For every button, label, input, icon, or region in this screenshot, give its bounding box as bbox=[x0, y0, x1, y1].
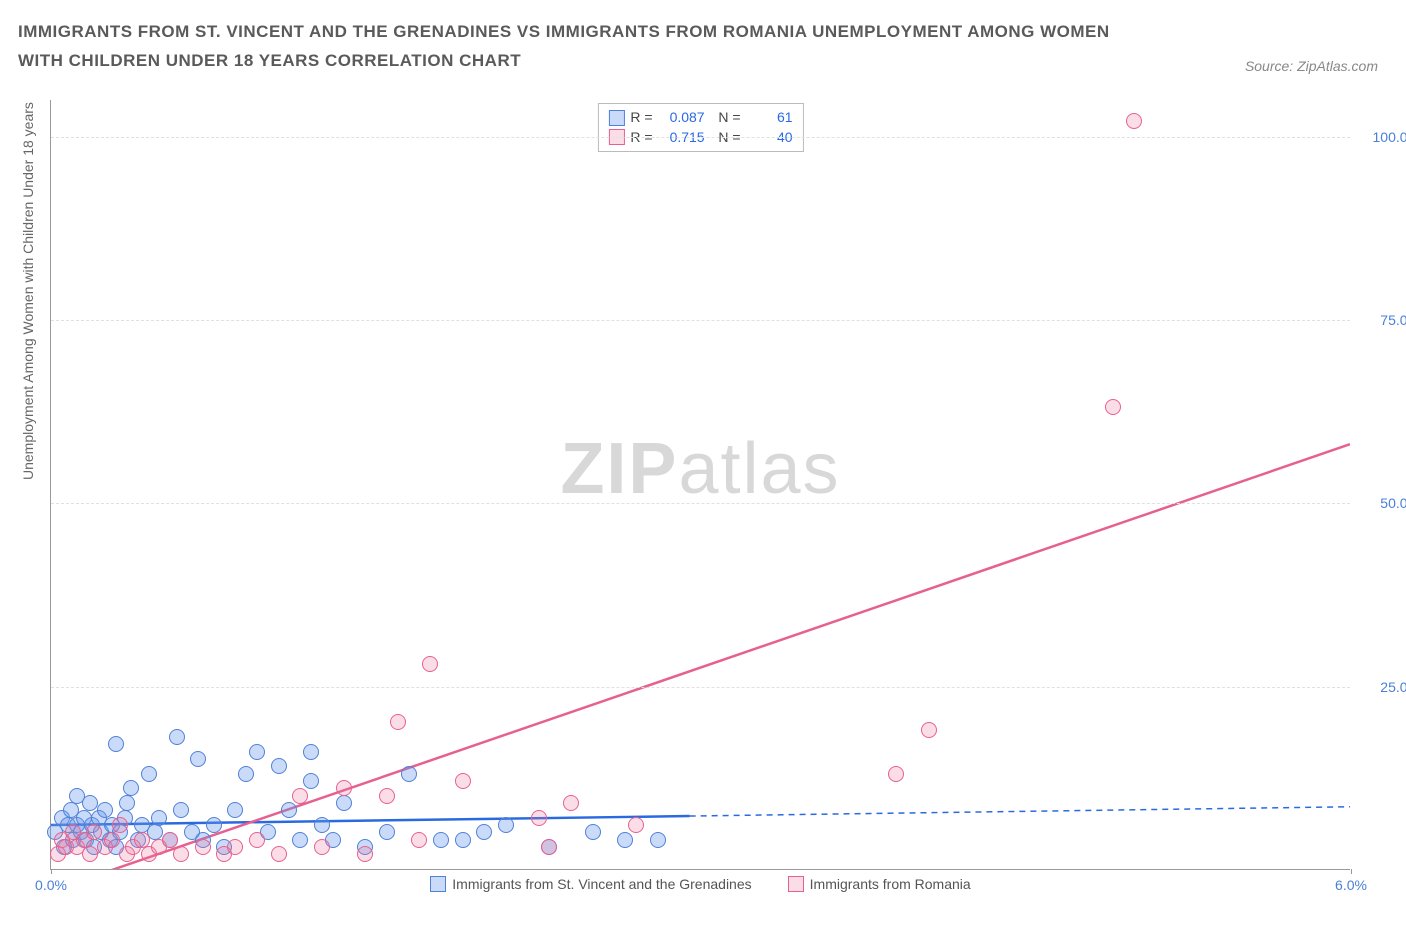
correlation-row-blue: R = 0.087 N = 61 bbox=[608, 108, 792, 128]
data-point-blue bbox=[141, 766, 157, 782]
gridline bbox=[51, 137, 1350, 138]
data-point-blue bbox=[281, 802, 297, 818]
legend-label: Immigrants from Romania bbox=[810, 876, 971, 892]
chart-container: IMMIGRANTS FROM ST. VINCENT AND THE GREN… bbox=[0, 0, 1406, 930]
data-point-blue bbox=[476, 824, 492, 840]
data-point-pink bbox=[379, 788, 395, 804]
gridline bbox=[51, 687, 1350, 688]
data-point-pink bbox=[82, 846, 98, 862]
series-legend: Immigrants from St. Vincent and the Gren… bbox=[51, 876, 1350, 895]
watermark: ZIPatlas bbox=[560, 428, 840, 510]
swatch-blue bbox=[430, 876, 446, 892]
y-tick-label: 100.0% bbox=[1360, 129, 1406, 145]
data-point-pink bbox=[1126, 113, 1142, 129]
data-point-pink bbox=[162, 832, 178, 848]
data-point-pink bbox=[134, 832, 150, 848]
data-point-blue bbox=[271, 758, 287, 774]
gridline bbox=[51, 503, 1350, 504]
x-tick-label: 0.0% bbox=[35, 877, 67, 893]
data-point-pink bbox=[195, 839, 211, 855]
n-value-blue: 61 bbox=[747, 108, 793, 128]
data-point-blue bbox=[190, 751, 206, 767]
data-point-pink bbox=[86, 824, 102, 840]
data-point-pink bbox=[227, 839, 243, 855]
swatch-pink bbox=[788, 876, 804, 892]
data-point-blue bbox=[650, 832, 666, 848]
swatch-blue bbox=[608, 110, 624, 126]
data-point-pink bbox=[104, 832, 120, 848]
data-point-pink bbox=[357, 846, 373, 862]
watermark-b: atlas bbox=[678, 429, 840, 509]
data-point-pink bbox=[271, 846, 287, 862]
title-line-1: IMMIGRANTS FROM ST. VINCENT AND THE GREN… bbox=[18, 22, 1110, 41]
data-point-blue bbox=[123, 780, 139, 796]
r-value-blue: 0.087 bbox=[659, 108, 705, 128]
y-tick-label: 25.0% bbox=[1360, 679, 1406, 695]
legend-label: Immigrants from St. Vincent and the Gren… bbox=[452, 876, 751, 892]
data-point-blue bbox=[206, 817, 222, 833]
r-label: R = bbox=[630, 108, 652, 128]
data-point-blue bbox=[82, 795, 98, 811]
data-point-blue bbox=[498, 817, 514, 833]
data-point-pink bbox=[921, 722, 937, 738]
legend-item-blue: Immigrants from St. Vincent and the Gren… bbox=[430, 876, 751, 892]
plot-area: ZIPatlas R = 0.087 N = 61 R = 0.715 N = … bbox=[50, 100, 1350, 870]
data-point-blue bbox=[238, 766, 254, 782]
data-point-blue bbox=[455, 832, 471, 848]
title-line-2: WITH CHILDREN UNDER 18 YEARS CORRELATION… bbox=[18, 51, 521, 70]
data-point-pink bbox=[422, 656, 438, 672]
n-label: N = bbox=[711, 108, 741, 128]
data-point-pink bbox=[314, 839, 330, 855]
data-point-pink bbox=[173, 846, 189, 862]
data-point-blue bbox=[173, 802, 189, 818]
correlation-legend: R = 0.087 N = 61 R = 0.715 N = 40 bbox=[597, 103, 803, 152]
x-tick-mark bbox=[1351, 869, 1352, 874]
y-tick-label: 50.0% bbox=[1360, 495, 1406, 511]
data-point-pink bbox=[112, 817, 128, 833]
gridline bbox=[51, 320, 1350, 321]
data-point-blue bbox=[108, 736, 124, 752]
source-attribution: Source: ZipAtlas.com bbox=[1245, 58, 1378, 74]
data-point-blue bbox=[292, 832, 308, 848]
legend-item-pink: Immigrants from Romania bbox=[788, 876, 971, 892]
x-tick-label: 6.0% bbox=[1335, 877, 1367, 893]
data-point-pink bbox=[336, 780, 352, 796]
data-point-pink bbox=[628, 817, 644, 833]
data-point-blue bbox=[617, 832, 633, 848]
data-point-pink bbox=[390, 714, 406, 730]
data-point-pink bbox=[249, 832, 265, 848]
data-point-blue bbox=[227, 802, 243, 818]
data-point-blue bbox=[169, 729, 185, 745]
watermark-a: ZIP bbox=[560, 429, 678, 509]
data-point-pink bbox=[411, 832, 427, 848]
data-point-blue bbox=[303, 744, 319, 760]
data-point-blue bbox=[401, 766, 417, 782]
data-point-pink bbox=[541, 839, 557, 855]
data-point-pink bbox=[455, 773, 471, 789]
data-point-pink bbox=[563, 795, 579, 811]
data-point-blue bbox=[303, 773, 319, 789]
data-point-blue bbox=[379, 824, 395, 840]
data-point-blue bbox=[97, 802, 113, 818]
regression-lines bbox=[51, 100, 1350, 869]
data-point-blue bbox=[151, 810, 167, 826]
y-tick-label: 75.0% bbox=[1360, 312, 1406, 328]
data-point-blue bbox=[433, 832, 449, 848]
data-point-blue bbox=[585, 824, 601, 840]
x-tick-mark bbox=[51, 869, 52, 874]
data-point-pink bbox=[292, 788, 308, 804]
data-point-blue bbox=[119, 795, 135, 811]
data-point-pink bbox=[888, 766, 904, 782]
data-point-blue bbox=[314, 817, 330, 833]
data-point-pink bbox=[531, 810, 547, 826]
data-point-blue bbox=[249, 744, 265, 760]
data-point-blue bbox=[336, 795, 352, 811]
chart-title: IMMIGRANTS FROM ST. VINCENT AND THE GREN… bbox=[18, 18, 1110, 76]
y-axis-label: Unemployment Among Women with Children U… bbox=[20, 102, 36, 480]
data-point-pink bbox=[1105, 399, 1121, 415]
